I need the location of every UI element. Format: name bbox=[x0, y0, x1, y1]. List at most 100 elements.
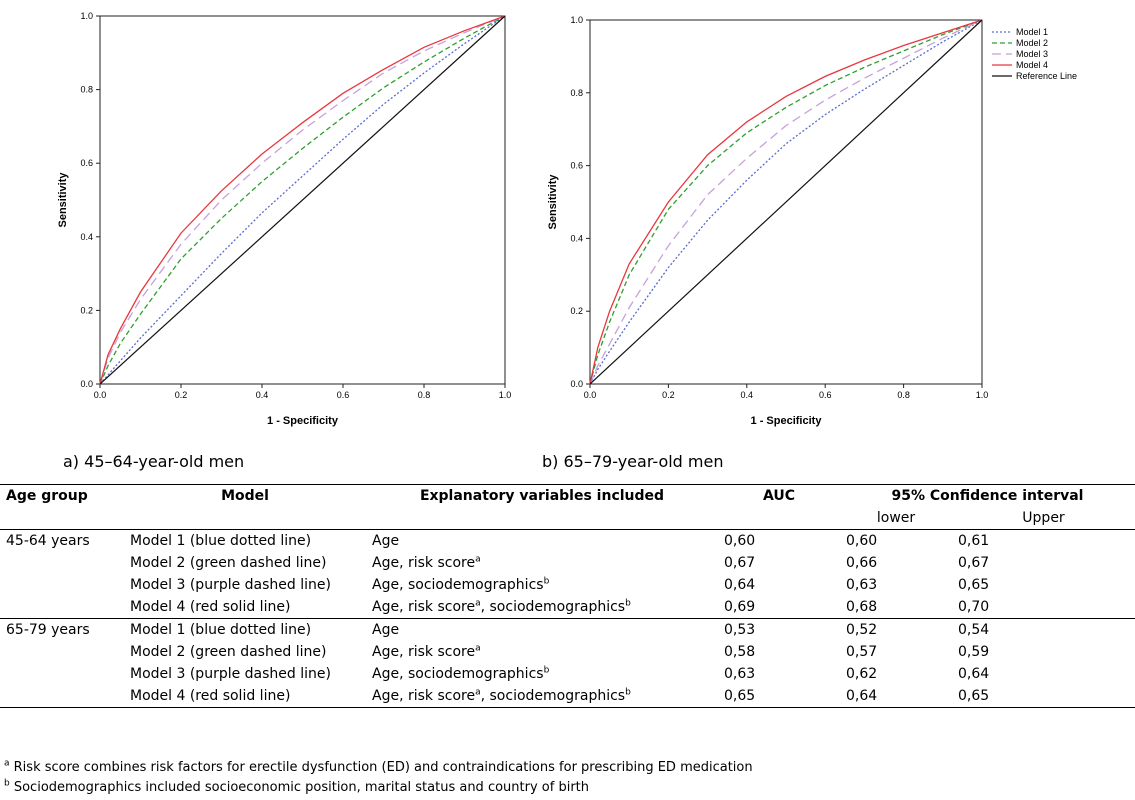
series-line-model-3 bbox=[589, 19, 983, 385]
cell-auc: 0,58 bbox=[724, 644, 756, 660]
cell-vars: Age bbox=[366, 530, 718, 553]
cell-model: Model 2 (green dashed line) bbox=[130, 555, 327, 571]
series-line-reference-line bbox=[589, 19, 983, 385]
header-vars: Explanatory variables included bbox=[366, 484, 718, 507]
cell-model: Model 1 (blue dotted line) bbox=[130, 622, 312, 638]
cell-ci-lower: 0,57 bbox=[846, 644, 878, 660]
footnote-sociodemographics: b Sociodemographics included socioeconom… bbox=[4, 778, 589, 795]
cell-age-group bbox=[0, 663, 124, 685]
roc-chart-65-79: 0.0 0.2 0.4 0.6 0.8 1.0 0.0 0.2 0.4 0.6 0.8 1.0 1 - … bbox=[530, 0, 1130, 440]
cell-vars: Age, risk scorea, sociodemographicsb bbox=[366, 596, 718, 619]
plot-frame bbox=[99, 15, 506, 385]
y-tick-label: 0.2 bbox=[570, 306, 583, 316]
vars-text-2: , sociodemographics bbox=[480, 688, 626, 704]
footnote-ref: a bbox=[475, 554, 481, 565]
cell-auc: 0,65 bbox=[718, 685, 840, 708]
header-model: Model bbox=[124, 484, 366, 507]
table-row: Model 3 (purple dashed line) Age, sociode… bbox=[0, 663, 1135, 685]
footnote-text-a: Risk score combines risk factors for ere… bbox=[9, 760, 753, 775]
cell-model: Model 1 (blue dotted line) bbox=[130, 533, 312, 549]
y-tick-label: 1.0 bbox=[80, 11, 93, 21]
y-tick-label: 0.6 bbox=[570, 161, 583, 171]
cell-model: Model 2 (green dashed line) bbox=[130, 644, 327, 660]
footnote-mark-b: b bbox=[4, 778, 10, 789]
cell-model: Model 4 (red solid line) bbox=[124, 596, 366, 619]
footnote-risk-score: a Risk score combines risk factors for e… bbox=[4, 758, 753, 775]
vars-text: Age bbox=[372, 533, 400, 549]
series-line-reference-line bbox=[99, 15, 506, 385]
y-tick-label: 0.8 bbox=[80, 85, 93, 95]
cell-vars: Age, sociodemographicsb bbox=[366, 663, 718, 685]
series-line-model-1 bbox=[99, 15, 506, 385]
vars-text: Age bbox=[372, 622, 400, 638]
header-upper: Upper bbox=[952, 507, 1135, 530]
x-tick-label: 0.4 bbox=[256, 390, 269, 400]
x-tick-label: 0.6 bbox=[337, 390, 350, 400]
footnote-mark-a: a bbox=[4, 758, 10, 769]
cell-auc: 0,69 bbox=[718, 596, 840, 619]
cell-auc: 0,53 bbox=[724, 622, 756, 638]
table-row: Model 4 (red solid line) Age, risk scorea… bbox=[0, 596, 1135, 619]
footnote-ref: b bbox=[543, 665, 550, 676]
cell-ci-lower: 0,52 bbox=[846, 622, 878, 638]
y-tick-label: 0.4 bbox=[80, 232, 93, 242]
vars-text: Age, risk score bbox=[372, 688, 476, 704]
x-tick-label: 0.8 bbox=[418, 390, 431, 400]
x-axis-title: 1 - Specificity bbox=[267, 415, 339, 427]
footnote-ref: a bbox=[475, 643, 481, 654]
roc-chart-45-64: 0.0 0.2 0.4 0.6 0.8 1.0 0.0 0.2 0.4 0.6 0.8 1.0 1 - … bbox=[40, 0, 540, 440]
roc-chart-65-79-svg: 0.0 0.2 0.4 0.6 0.8 1.0 0.0 0.2 0.4 0.6 0.8 1.0 1 - … bbox=[547, 15, 1077, 427]
vars-text-2: , sociodemographics bbox=[480, 599, 626, 615]
caption-65-79: b) 65–79-year-old men bbox=[542, 452, 724, 471]
cell-age-group bbox=[0, 641, 124, 663]
vars-text: Age, risk score bbox=[372, 644, 476, 660]
header-ci: 95% Confidence interval bbox=[840, 484, 1135, 507]
cell-vars: Age bbox=[366, 619, 718, 642]
table-row: Model 2 (green dashed line) Age, risk sco… bbox=[0, 552, 1135, 574]
series-line-model-1 bbox=[589, 19, 983, 385]
x-tick-label: 0.4 bbox=[741, 390, 754, 400]
y-tick-label: 1.0 bbox=[570, 15, 583, 25]
cell-auc: 0,60 bbox=[724, 533, 756, 549]
cell-ci-upper: 0,67 bbox=[958, 555, 990, 571]
footnote-ref: a bbox=[475, 598, 481, 609]
header-lower: lower bbox=[840, 507, 952, 530]
x-tick-label: 0.0 bbox=[584, 390, 597, 400]
table-row: Model 3 (purple dashed line) Age, sociode… bbox=[0, 574, 1135, 596]
legend-entry: Model 2 bbox=[1016, 38, 1048, 48]
y-tick-label: 0.6 bbox=[80, 158, 93, 168]
legend-entry: Model 4 bbox=[1016, 60, 1048, 70]
y-tick-label: 0.0 bbox=[80, 379, 93, 389]
vars-text: Age, risk score bbox=[372, 599, 476, 615]
series-line-model-4 bbox=[589, 19, 983, 385]
header-auc: AUC bbox=[718, 484, 840, 507]
cell-ci-lower: 0,68 bbox=[840, 596, 952, 619]
footnote-ref: b bbox=[625, 598, 631, 609]
x-axis-title: 1 - Specificity bbox=[751, 415, 823, 427]
table-header-row: Age group Model Explanatory variables in… bbox=[0, 484, 1135, 507]
table-row: Model 4 (red solid line) Age, risk scorea… bbox=[0, 685, 1135, 708]
footnote-ref: b bbox=[543, 576, 550, 587]
header-age-group: Age group bbox=[0, 484, 124, 507]
cell-ci-upper: 0,65 bbox=[952, 685, 1135, 708]
cell-age-group bbox=[0, 596, 124, 619]
vars-text: Age, sociodemographics bbox=[372, 666, 544, 682]
cell-ci-upper: 0,65 bbox=[958, 577, 990, 593]
cell-age-group bbox=[0, 685, 124, 708]
series-line-model-4 bbox=[99, 15, 506, 385]
cell-ci-lower: 0,63 bbox=[846, 577, 878, 593]
x-tick-label: 1.0 bbox=[976, 390, 989, 400]
x-tick-label: 0.8 bbox=[897, 390, 910, 400]
caption-45-64: a) 45–64-year-old men bbox=[63, 452, 245, 471]
cell-vars: Age, sociodemographicsb bbox=[366, 574, 718, 596]
y-axis-title: Sensitivity bbox=[547, 174, 559, 230]
x-tick-label: 0.6 bbox=[819, 390, 832, 400]
y-tick-label: 0.8 bbox=[570, 88, 583, 98]
cell-age-group bbox=[0, 552, 124, 574]
table-body: 45-64 years Model 1 (blue dotted line) Age… bbox=[0, 530, 1135, 708]
y-tick-label: 0.4 bbox=[570, 233, 583, 243]
y-tick-label: 0.2 bbox=[80, 305, 93, 315]
cell-ci-lower: 0,60 bbox=[846, 533, 878, 549]
table-row: Model 2 (green dashed line) Age, risk sco… bbox=[0, 641, 1135, 663]
x-tick-label: 0.0 bbox=[94, 390, 107, 400]
